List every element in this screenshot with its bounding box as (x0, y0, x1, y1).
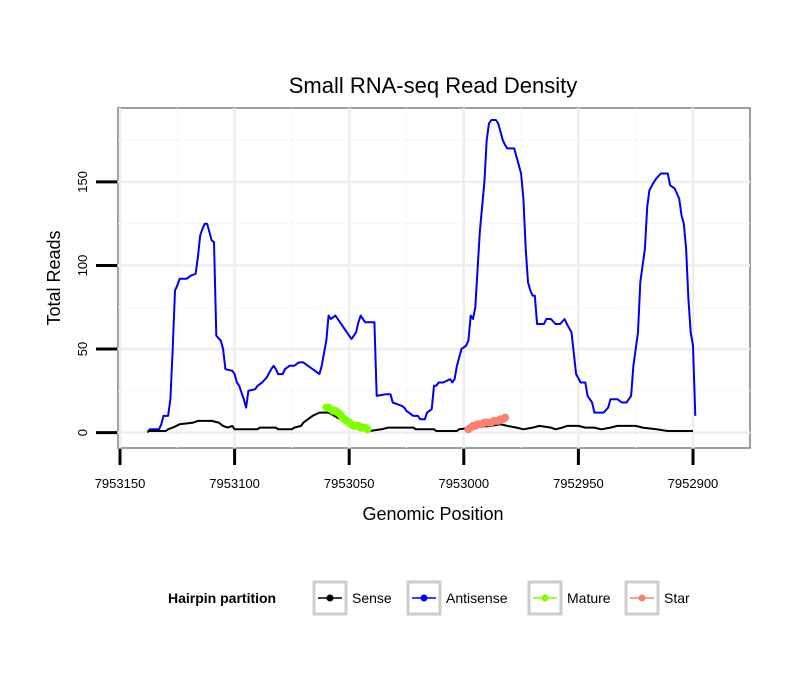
x-tick-label: 7953100 (209, 476, 260, 491)
legend-title: Hairpin partition (168, 590, 276, 606)
legend-label-mature: Mature (567, 590, 611, 606)
x-tick-label: 7953000 (438, 476, 489, 491)
legend-swatch-dot-mature (541, 594, 549, 602)
x-axis-label: Genomic Position (362, 504, 503, 524)
y-tick-label: 100 (75, 255, 90, 277)
legend-swatch-dot-sense (326, 594, 334, 602)
y-tick-label: 150 (75, 171, 90, 193)
mature-point (363, 425, 372, 434)
sense-series-line (147, 411, 693, 432)
chart-title: Small RNA-seq Read Density (289, 73, 578, 98)
plot-panel (117, 107, 751, 449)
y-axis-label: Total Reads (44, 230, 64, 325)
series-layer (146, 119, 697, 434)
x-tick-label: 7952900 (668, 476, 719, 491)
legend-label-sense: Sense (352, 590, 392, 606)
star-point (501, 413, 510, 422)
y-axis: 0 50 100 150 (75, 171, 117, 436)
legend: Hairpin partition Sense Antisense Mature St… (168, 580, 690, 616)
legend-swatch-dot-antisense (420, 594, 428, 602)
y-tick-label: 50 (75, 342, 90, 356)
x-tick-label: 7953150 (95, 476, 146, 491)
legend-label-star: Star (664, 590, 690, 606)
legend-swatch-dot-star (638, 594, 646, 602)
y-tick-label: 0 (75, 429, 90, 436)
legend-label-antisense: Antisense (446, 590, 508, 606)
x-axis: 7953150 7953100 7953050 7953000 7952950 79529… (95, 449, 719, 491)
grid (118, 108, 750, 448)
x-tick-label: 7952950 (553, 476, 604, 491)
x-tick-label: 7953050 (324, 476, 375, 491)
antisense-series-line (146, 119, 697, 434)
